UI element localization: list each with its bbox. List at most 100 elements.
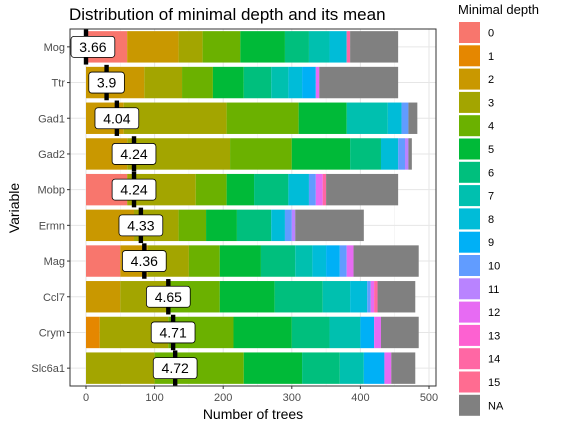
legend-key-7: [459, 185, 480, 207]
y-tick-label: Ccl7: [43, 292, 65, 304]
bar-segment-slc6a1-9: [363, 352, 385, 384]
x-tick-label: 500: [420, 392, 438, 404]
bar-segment-mag-0: [86, 245, 121, 277]
bar-segment-ermn-8: [271, 209, 285, 242]
legend-label-7: 7: [488, 191, 494, 203]
bar-segment-gad2-4: [230, 138, 292, 170]
bar-segment-crym-1: [86, 316, 100, 349]
legend-label-1: 1: [488, 51, 494, 63]
bar-segment-slc6a1-na: [391, 352, 416, 384]
bar-segment-mog-7: [308, 31, 330, 63]
bar-segment-gad2-10: [398, 138, 405, 170]
bar-segment-mobp-8: [288, 173, 309, 206]
bar-segment-crym-7: [329, 316, 361, 349]
legend-label-13: 13: [488, 330, 500, 342]
legend-key-4: [459, 115, 480, 137]
x-tick-label: 200: [214, 392, 232, 404]
bar-segment-mobp-14: [322, 173, 327, 206]
bar-segment-slc6a1-7: [339, 352, 364, 384]
y-tick-label: Slc6a1: [31, 363, 65, 375]
mean-label-ermn: 4.33: [127, 217, 154, 233]
bar-segment-gad1-7: [346, 102, 388, 134]
bar-segment-ccl7-5: [219, 281, 275, 313]
bar-segment-mobp-12: [315, 173, 323, 206]
legend-key-2: [459, 68, 480, 90]
mean-label-box-gad1: [94, 107, 140, 130]
bar-segment-ermn-na: [295, 209, 364, 242]
legend-label-0: 0: [488, 28, 494, 40]
bar-segment-mobp-10: [308, 173, 316, 206]
bar-segment-crym-9: [360, 316, 375, 349]
bar-segment-ttr-6: [243, 66, 272, 99]
mean-label-ttr: 3.9: [97, 75, 117, 91]
bar-segment-ccl7-8: [350, 281, 368, 313]
legend-label-6: 6: [488, 167, 494, 179]
legend-label-9: 9: [488, 237, 494, 249]
bar-segment-mog-4: [202, 31, 241, 63]
bar-segment-ccl7-2: [86, 281, 121, 313]
x-axis-label: Number of trees: [203, 406, 303, 422]
mean-label-box-ttr: [88, 71, 125, 94]
mean-label-box-mobp: [111, 178, 157, 201]
legend-key-10: [459, 255, 480, 276]
mean-label-box-mag: [122, 250, 167, 272]
bar-segment-ermn-6: [236, 209, 272, 242]
bar-segment-ermn-4: [178, 209, 207, 242]
bar-segment-mog-3: [178, 31, 203, 63]
mean-label-box-crym: [150, 321, 196, 344]
bar-segment-gad2-6: [350, 138, 381, 170]
mean-label-ccl7: 4.65: [155, 289, 182, 305]
bar-segment-ermn-11: [291, 209, 296, 242]
x-tick-label: 300: [283, 392, 301, 404]
bar-segment-ccl7-14: [374, 281, 378, 313]
y-tick-label: Gad1: [38, 113, 65, 125]
mean-label-gad1: 4.04: [103, 110, 130, 126]
bar-segment-mag-9: [326, 245, 340, 277]
y-tick-label: Ttr: [52, 78, 66, 90]
mean-label-box-ermn: [118, 214, 164, 237]
y-tick-label: Mag: [44, 256, 65, 268]
y-tick-label: Gad2: [38, 149, 65, 161]
bar-segment-mog-6: [284, 31, 309, 63]
bar-segment-mog-8: [329, 31, 347, 63]
bar-segment-mag-6: [260, 245, 296, 277]
legend-key-13: [459, 324, 480, 346]
legend-label-2: 2: [488, 74, 494, 86]
legend-label-8: 8: [488, 214, 494, 226]
mean-label-crym: 4.71: [159, 324, 186, 340]
legend-key-12: [459, 301, 480, 323]
plot-panel-border: [69, 28, 437, 387]
legend-key-1: [459, 45, 480, 67]
bar-segment-mog-2: [127, 31, 179, 63]
mean-label-mag: 4.36: [131, 253, 158, 269]
bar-segment-gad1-na: [408, 102, 418, 134]
bar-segment-mag-8: [312, 245, 327, 277]
bar-segment-ccl7-7: [322, 281, 351, 313]
bar-segment-mag-7: [295, 245, 313, 277]
bar-segment-ermn-10: [284, 209, 292, 242]
bar-segment-mog-na: [350, 31, 399, 63]
bar-segment-ttr-na: [319, 66, 399, 99]
x-tick-label: 0: [83, 392, 89, 404]
chart-title: Distribution of minimal depth and its me…: [69, 5, 386, 24]
bar-segment-gad1-3: [123, 102, 227, 134]
bar-segment-ttr-3: [144, 66, 183, 99]
legend-label-10: 10: [488, 261, 500, 273]
legend-label-14: 14: [488, 354, 500, 366]
bar-segment-gad2-8: [380, 138, 399, 170]
bar-segment-crym-6: [291, 316, 330, 349]
bar-segment-ttr-5: [212, 66, 244, 99]
bar-segment-ermn-5: [206, 209, 237, 242]
bar-segment-gad2-na: [408, 138, 412, 170]
bar-segment-slc6a1-6: [302, 352, 340, 384]
bar-segment-crym-na: [380, 316, 419, 349]
legend-label-12: 12: [488, 307, 500, 319]
legend-key-14: [459, 348, 480, 370]
bar-segment-mag-na: [353, 245, 419, 277]
bar-segment-mobp-5: [226, 173, 255, 206]
legend-key-na: [459, 394, 480, 416]
x-tick-label: 100: [145, 392, 163, 404]
bar-segment-gad1-5: [298, 102, 347, 134]
bar-segment-gad1-10: [401, 102, 409, 134]
